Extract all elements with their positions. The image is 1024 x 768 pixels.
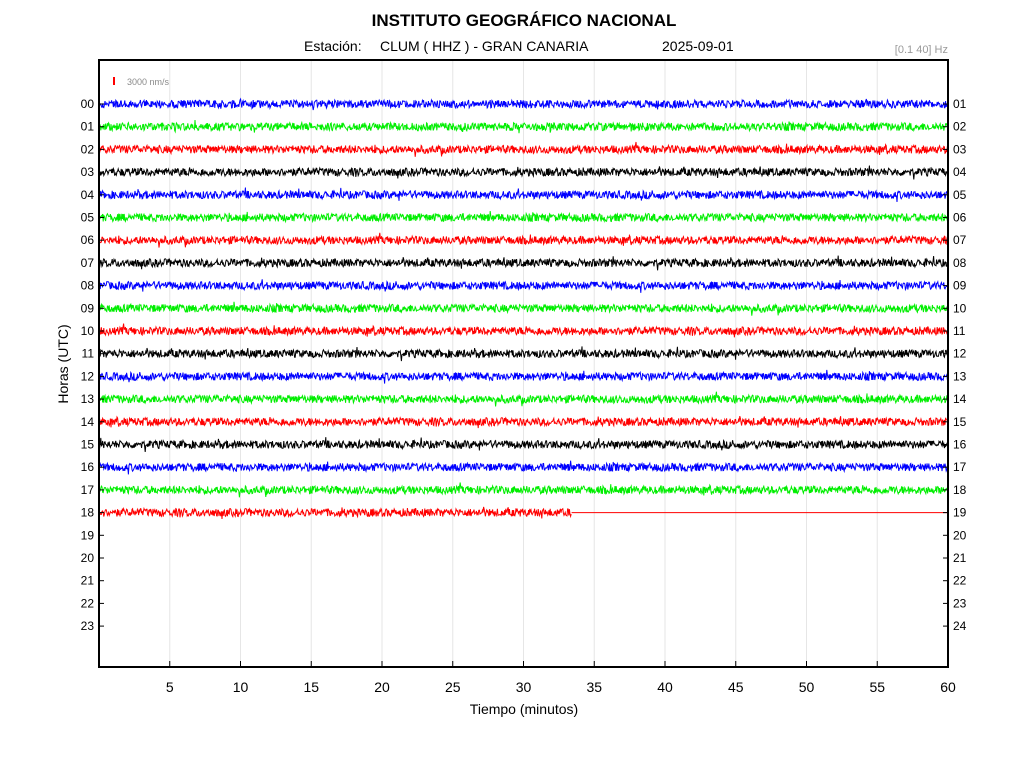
x-axis-label: Tiempo (minutos)	[470, 701, 578, 717]
right-hour-label: 24	[953, 619, 967, 633]
chart-title: INSTITUTO GEOGRÁFICO NACIONAL	[372, 11, 677, 30]
trace-hour-15	[98, 437, 948, 452]
right-hour-label: 12	[953, 347, 967, 361]
left-hour-label: 14	[81, 415, 95, 429]
trace-hour-11	[98, 346, 948, 362]
station-name: CLUM ( HHZ ) - GRAN CANARIA	[380, 38, 589, 54]
right-hour-label: 07	[953, 233, 967, 247]
station-label: Estación:	[304, 38, 362, 54]
chart-date: 2025-09-01	[662, 38, 734, 54]
x-tick-label: 50	[799, 679, 815, 695]
left-hour-label: 01	[81, 120, 95, 134]
right-hour-label: 18	[953, 483, 967, 497]
x-tick-label: 15	[303, 679, 319, 695]
trace-hour-05	[98, 210, 948, 224]
left-hour-label: 12	[81, 369, 95, 383]
left-hour-label: 05	[81, 211, 95, 225]
x-tick-label: 45	[728, 679, 744, 695]
left-hour-label: 18	[81, 506, 95, 520]
trace-hour-04	[98, 187, 948, 203]
left-hour-label: 09	[81, 301, 95, 315]
x-tick-label: 10	[233, 679, 249, 695]
right-hour-ticks: 01 02 03 04 05 06 07 08 09 10 11 12 13 14 15 16 17 18 19 20…	[943, 97, 967, 633]
left-hour-label: 07	[81, 256, 95, 270]
left-hour-label: 08	[81, 279, 95, 293]
x-axis-ticks: 5 10 15 20 25 30 35 40 45 50 55 60	[166, 661, 956, 695]
left-hour-label: 17	[81, 483, 95, 497]
amplitude-scale-bar	[113, 77, 115, 85]
trace-hour-14	[98, 415, 948, 429]
right-hour-label: 06	[953, 211, 967, 225]
trace-hour-02	[98, 141, 948, 157]
amplitude-scale-label: 3000 nm/s	[127, 77, 170, 87]
right-hour-label: 22	[953, 574, 967, 588]
right-hour-label: 03	[953, 142, 967, 156]
filter-band: [0.1 40] Hz	[895, 44, 948, 56]
right-hour-label: 05	[953, 188, 967, 202]
left-hour-label: 21	[81, 574, 95, 588]
grid-lines	[169, 60, 878, 667]
left-hour-label: 22	[81, 596, 95, 610]
trace-hour-00	[98, 97, 948, 111]
left-hour-label: 15	[81, 438, 95, 452]
x-tick-label: 60	[940, 679, 956, 695]
right-hour-label: 21	[953, 551, 967, 565]
right-hour-label: 09	[953, 279, 967, 293]
right-hour-label: 01	[953, 97, 967, 111]
x-tick-label: 25	[445, 679, 461, 695]
trace-group	[98, 97, 948, 519]
trace-hour-07	[98, 255, 948, 271]
trace-hour-09	[98, 301, 948, 316]
left-hour-label: 16	[81, 460, 95, 474]
trace-hour-01	[98, 119, 948, 134]
trace-hour-18	[98, 506, 572, 519]
left-hour-label: 04	[81, 188, 95, 202]
right-hour-label: 15	[953, 415, 967, 429]
right-hour-label: 19	[953, 506, 967, 520]
right-hour-label: 04	[953, 165, 967, 179]
trace-hour-08	[98, 279, 948, 293]
trace-hour-06	[98, 232, 948, 248]
x-tick-label: 20	[374, 679, 390, 695]
left-hour-label: 19	[81, 528, 95, 542]
x-tick-label: 5	[166, 679, 174, 695]
right-hour-label: 20	[953, 528, 967, 542]
left-hour-label: 23	[81, 619, 95, 633]
right-hour-label: 10	[953, 301, 967, 315]
left-hour-label: 10	[81, 324, 95, 338]
right-hour-label: 11	[953, 324, 966, 338]
x-tick-label: 40	[657, 679, 673, 695]
right-hour-label: 13	[953, 369, 967, 383]
left-hour-label: 02	[81, 142, 95, 156]
left-hour-label: 06	[81, 233, 95, 247]
trace-hour-17	[98, 482, 948, 498]
y-axis-label: Horas (UTC)	[55, 324, 71, 403]
left-hour-label: 00	[81, 97, 95, 111]
left-hour-label: 11	[82, 347, 95, 361]
right-hour-label: 16	[953, 438, 967, 452]
x-tick-label: 35	[586, 679, 602, 695]
trace-hour-03	[98, 165, 948, 180]
right-hour-label: 08	[953, 256, 967, 270]
plot-frame	[98, 59, 949, 668]
x-tick-label: 30	[516, 679, 532, 695]
right-hour-label: 14	[953, 392, 967, 406]
trace-hour-13	[98, 391, 948, 407]
left-hour-ticks: 00 01 02 03 04 05 06 07 08 09 10 11 12 13 14 15 16 17 18 19…	[81, 97, 104, 633]
trace-hour-12	[98, 369, 948, 384]
right-hour-label: 02	[953, 120, 967, 134]
x-tick-label: 55	[869, 679, 885, 695]
right-hour-label: 17	[953, 460, 967, 474]
trace-hour-16	[98, 460, 948, 475]
right-hour-label: 23	[953, 596, 967, 610]
left-hour-label: 13	[81, 392, 95, 406]
left-hour-label: 03	[81, 165, 95, 179]
trace-hour-10	[98, 323, 948, 338]
left-hour-label: 20	[81, 551, 95, 565]
